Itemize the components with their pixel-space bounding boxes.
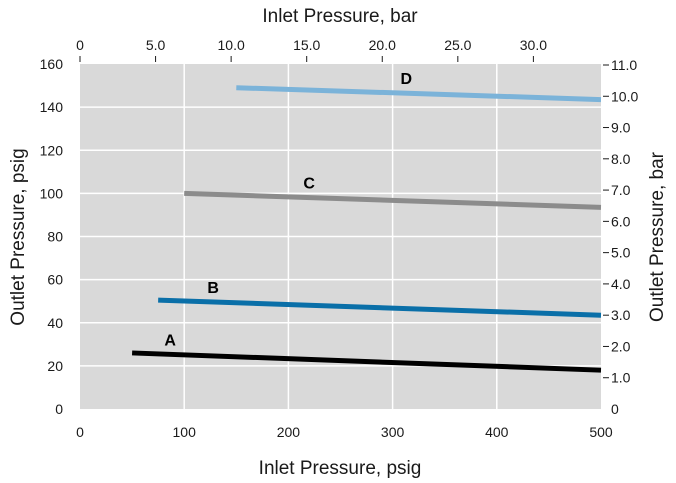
y-tick-label-left: 40 [47,315,63,331]
y-tick-label-right: 2.0 [611,338,631,354]
x-tick-label-top: 10.0 [218,37,245,53]
x-tick-label-top: 15.0 [293,37,320,53]
x-tick-label-bottom: 300 [381,424,405,440]
series-line-d [236,85,602,103]
tick-labels: 0 100 200 300 400 500 0 20 40 60 80 100 120 140 160 0 5.… [40,37,639,440]
series-labels: A B C D [164,71,412,349]
x-tick-label-top: 5.0 [146,37,166,53]
x-tick-label-top: 30.0 [520,37,547,53]
x-tick-label-bottom: 500 [589,424,613,440]
series-line-c [184,190,602,210]
x-tick-label-top: 25.0 [444,37,471,53]
y-tick-label-left: 20 [47,358,63,374]
y-tick-label-right: 1.0 [611,370,631,386]
x-tick-label-bottom: 0 [76,424,84,440]
y-tick-label-left: 80 [47,229,63,245]
y-tick-label-left: 120 [40,142,64,158]
x-tick-label-bottom: 400 [485,424,509,440]
y-tick-label-right: 5.0 [611,245,631,261]
x-axis-title-bottom: Inlet Pressure, psig [259,458,422,479]
series-lines [132,85,602,373]
y-tick-label-left: 0 [55,401,63,417]
x-tick-label-bottom: 100 [173,424,197,440]
y-tick-label-right: 11.0 [611,57,637,73]
y-tick-label-right: 6.0 [611,213,631,229]
y-tick-label-right: 0 [611,401,619,417]
x-tick-label-top: 20.0 [369,37,396,53]
series-line-a [132,350,602,373]
y-tick-label-left: 160 [40,56,64,72]
series-label-b: B [207,280,219,297]
y-tick-label-left: 100 [40,185,64,201]
x-tick-label-top: 0 [76,37,84,53]
series-label-d: D [401,71,413,88]
y-tick-label-right: 10.0 [611,88,638,104]
y-tick-label-right: 3.0 [611,307,631,323]
series-label-c: C [303,176,315,193]
series-label-a: A [164,332,176,349]
x-axis-title-top: Inlet Pressure, bar [262,6,418,27]
grid [80,64,601,409]
series-line-b [158,297,602,318]
y-axis-title-left: Outlet Pressure, psig [8,148,29,325]
y-tick-label-left: 60 [47,272,63,288]
y-tick-label-right: 7.0 [611,182,631,198]
y-tick-label-right: 8.0 [611,151,631,167]
y-tick-label-left: 140 [40,99,64,115]
x-tick-label-bottom: 200 [277,424,301,440]
y-tick-label-right: 9.0 [611,120,631,136]
y-tick-label-right: 4.0 [611,276,631,292]
y-axis-title-right: Outlet Pressure, bar [647,151,668,322]
